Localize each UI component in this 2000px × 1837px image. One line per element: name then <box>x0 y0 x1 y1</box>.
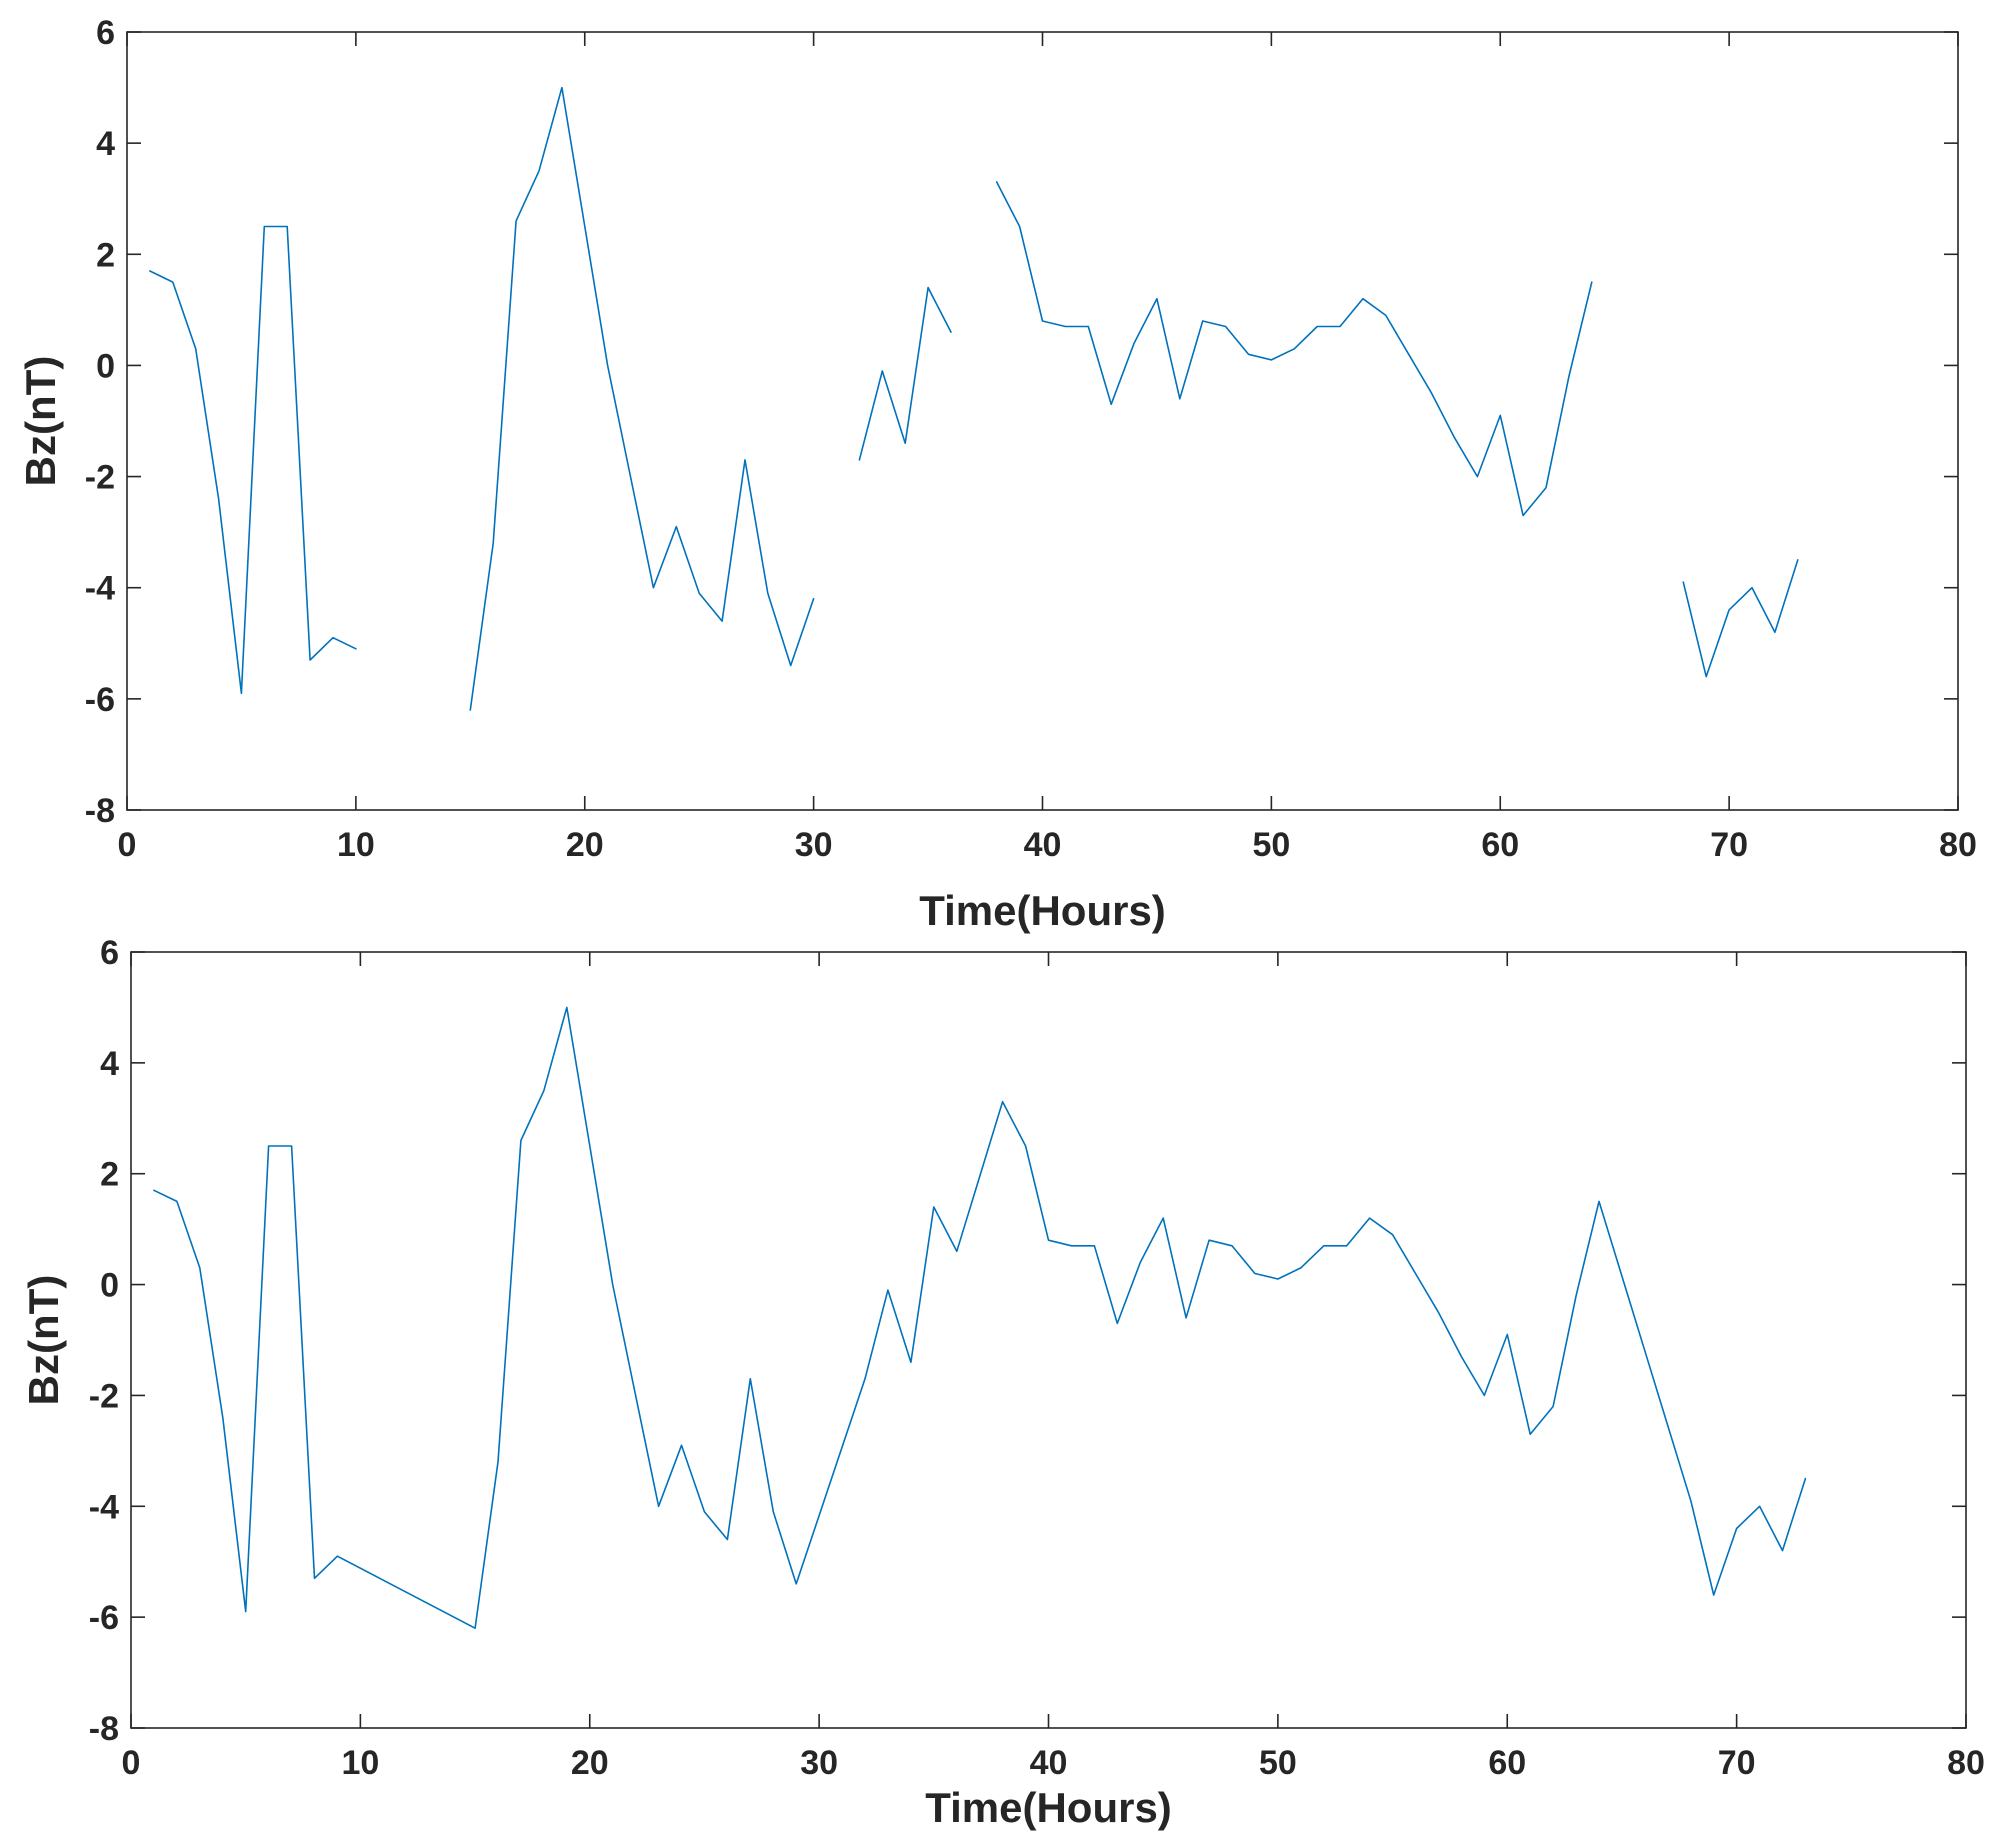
bottom-chart-y-tick-label: -4 <box>89 1488 119 1526</box>
bottom-chart-frame <box>130 951 1967 1729</box>
bottom-chart-x-tick-label: 50 <box>1259 1744 1297 1782</box>
top-chart-frame <box>126 31 1959 811</box>
bottom-chart-x-axis-label: Time(Hours) <box>925 1784 1172 1831</box>
top-chart-x-tick-label: 40 <box>1024 826 1062 864</box>
bottom-chart-x-tick-label: 20 <box>571 1744 609 1782</box>
top-chart-x-tick-label: 30 <box>795 826 833 864</box>
bottom-chart-y-tick-label: 4 <box>100 1045 119 1083</box>
top-chart-series-line <box>149 86 1799 711</box>
bottom-chart-y-tick-label: 6 <box>100 934 119 972</box>
bottom-chart-y-tick-label: -6 <box>89 1599 119 1637</box>
bottom-chart-x-tick-label: 60 <box>1488 1744 1526 1782</box>
top-chart-y-tick-label: -6 <box>85 681 115 719</box>
top-chart-panel: 0 10 20 30 40 50 60 70 80 -8 -6 -4 -2 0 2 4 6 Time(Hours… <box>17 14 1977 934</box>
bottom-chart-series-line <box>153 1006 1807 1629</box>
bottom-chart-plot-area <box>153 1006 1807 1629</box>
top-chart-y-tick-label: 6 <box>96 14 115 52</box>
top-chart-y-tick-label: -4 <box>85 570 115 608</box>
bottom-chart-y-tick-label: -8 <box>89 1710 119 1748</box>
top-chart-y-tick-label: 0 <box>96 347 115 385</box>
top-chart-x-tick-label: 10 <box>337 826 375 864</box>
top-chart-x-tick-label: 0 <box>118 826 137 864</box>
top-chart-ticks: 0 10 20 30 40 50 60 70 80 -8 -6 -4 -2 0 2 4 6 <box>85 14 1977 864</box>
bottom-chart-panel: 0 10 20 30 40 50 60 70 80 -8 -6 -4 -2 0 2 4 6 Time(Hours… <box>20 934 1985 1831</box>
top-chart-x-tick-label: 60 <box>1481 826 1519 864</box>
bottom-chart-x-tick-label: 40 <box>1030 1744 1068 1782</box>
top-chart-y-tick-label: 4 <box>96 125 115 163</box>
top-chart-y-axis-label: Bz(nT) <box>17 356 64 487</box>
bottom-chart-ticks: 0 10 20 30 40 50 60 70 80 -8 -6 -4 -2 0 2 4 6 <box>89 934 1985 1782</box>
top-chart-x-tick-label: 70 <box>1710 826 1748 864</box>
bottom-chart-y-tick-label: 2 <box>100 1156 119 1194</box>
top-chart-y-tick-label: -2 <box>85 459 115 497</box>
top-chart-x-tick-label: 20 <box>566 826 604 864</box>
bottom-chart-x-tick-label: 80 <box>1947 1744 1985 1782</box>
top-chart-x-tick-label: 80 <box>1939 826 1977 864</box>
top-chart-x-axis-label: Time(Hours) <box>919 887 1166 934</box>
bottom-chart-x-tick-label: 30 <box>800 1744 838 1782</box>
bottom-chart-x-tick-label: 0 <box>122 1744 141 1782</box>
top-chart-y-tick-label: -8 <box>85 792 115 830</box>
bottom-chart-x-tick-label: 10 <box>341 1744 379 1782</box>
top-chart-y-tick-label: 2 <box>96 236 115 274</box>
top-chart-plot-area <box>149 86 1799 711</box>
top-chart-x-tick-label: 50 <box>1252 826 1290 864</box>
bottom-chart-y-tick-label: 0 <box>100 1267 119 1305</box>
bottom-chart-x-tick-label: 70 <box>1718 1744 1756 1782</box>
bottom-chart-y-axis-label: Bz(nT) <box>20 1275 67 1406</box>
bottom-chart-y-tick-label: -2 <box>89 1377 119 1415</box>
